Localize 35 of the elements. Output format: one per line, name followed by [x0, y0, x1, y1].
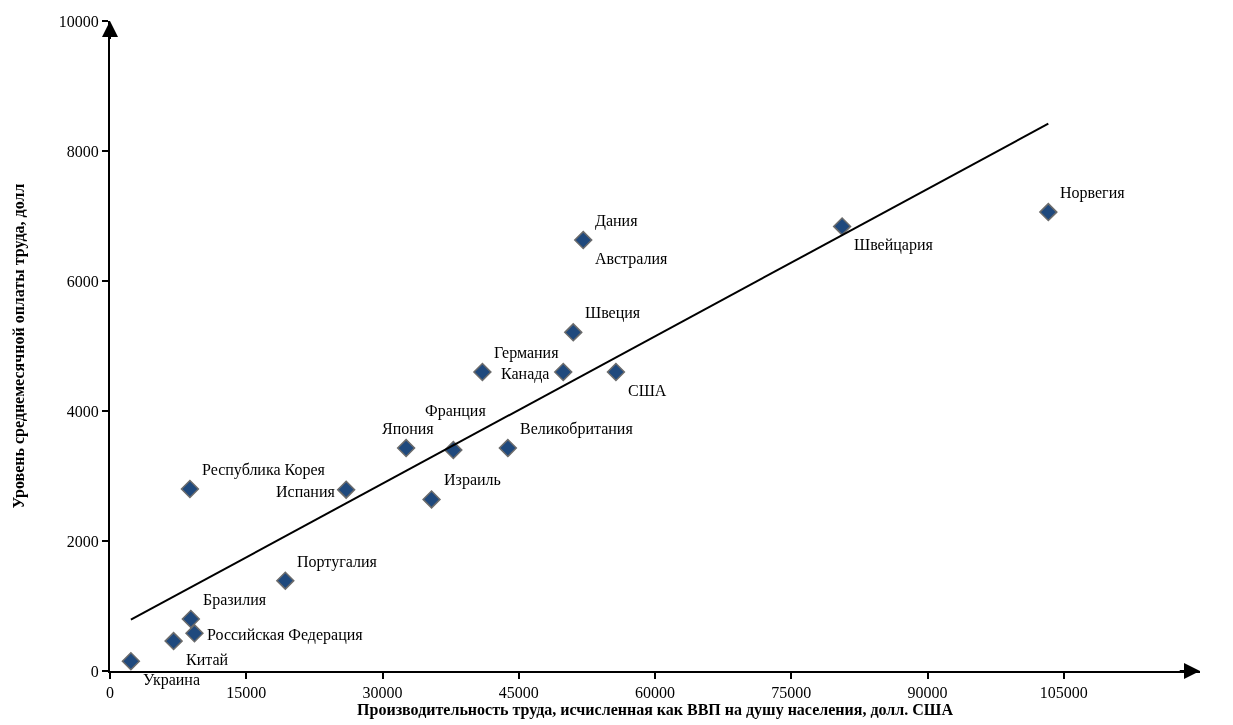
y-tick-label: 6000: [66, 272, 99, 290]
annotation: Китай: [186, 651, 229, 668]
annotation: Швеция: [585, 304, 641, 322]
annotation: Дания: [595, 212, 639, 230]
annotation: Австралия: [595, 250, 669, 268]
annotation: Канада: [501, 365, 550, 383]
annotation: Бразилия: [203, 591, 267, 609]
annotation: Португалия: [297, 553, 378, 571]
annotation: США: [628, 382, 667, 399]
x-tick-label: 0: [106, 684, 114, 702]
annotation: Норвегия: [1060, 184, 1126, 202]
x-tick-label: 30000: [362, 684, 403, 702]
y-tick-label: 10000: [58, 12, 99, 30]
annotation: Российская Федерация: [207, 626, 364, 644]
y-axis-title: Уровень среднемесячной оплаты труда, долл: [10, 183, 29, 509]
annotation: Германия: [494, 344, 560, 362]
y-tick-label: 2000: [66, 532, 99, 550]
x-tick-label: 60000: [635, 684, 675, 702]
x-tick-label: 75000: [771, 684, 812, 702]
annotation: Швейцария: [854, 236, 934, 254]
y-tick-label: 0: [90, 662, 99, 680]
y-tick-label: 4000: [66, 402, 99, 420]
x-axis-title: Производительность труда, исчисленная как ВВП на душу населения, долл. США: [357, 701, 954, 720]
annotation: Япония: [382, 420, 435, 437]
annotation: Великобритания: [520, 420, 634, 438]
x-tick-label: 45000: [498, 684, 539, 702]
annotation: Франция: [425, 402, 487, 420]
annotation: Израиль: [444, 471, 501, 489]
annotation: Испания: [276, 483, 336, 500]
x-tick-label: 90000: [907, 684, 948, 702]
x-tick-label: 105000: [1039, 684, 1088, 702]
y-tick-label: 8000: [66, 142, 99, 160]
x-tick-label: 15000: [226, 684, 267, 702]
annotation: Республика Корея: [202, 461, 326, 479]
annotation: Украина: [143, 671, 201, 689]
